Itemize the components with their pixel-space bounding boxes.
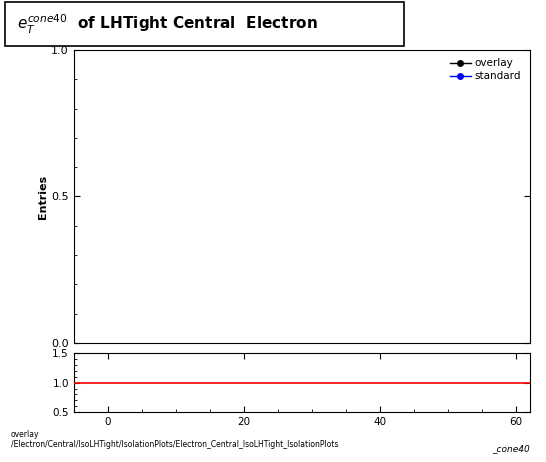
Text: _cone40: _cone40: [492, 444, 530, 453]
Y-axis label: Entries: Entries: [38, 174, 49, 219]
Legend: overlay, standard: overlay, standard: [447, 55, 524, 85]
FancyBboxPatch shape: [5, 2, 404, 46]
Text: $e_T^{cone40}$  of LHTight Central  Electron: $e_T^{cone40}$ of LHTight Central Electr…: [17, 12, 318, 36]
Text: overlay
/Electron/Central/IsoLHTight/IsolationPlots/Electron_Central_IsoLHTight_: overlay /Electron/Central/IsoLHTight/Iso…: [11, 430, 339, 450]
